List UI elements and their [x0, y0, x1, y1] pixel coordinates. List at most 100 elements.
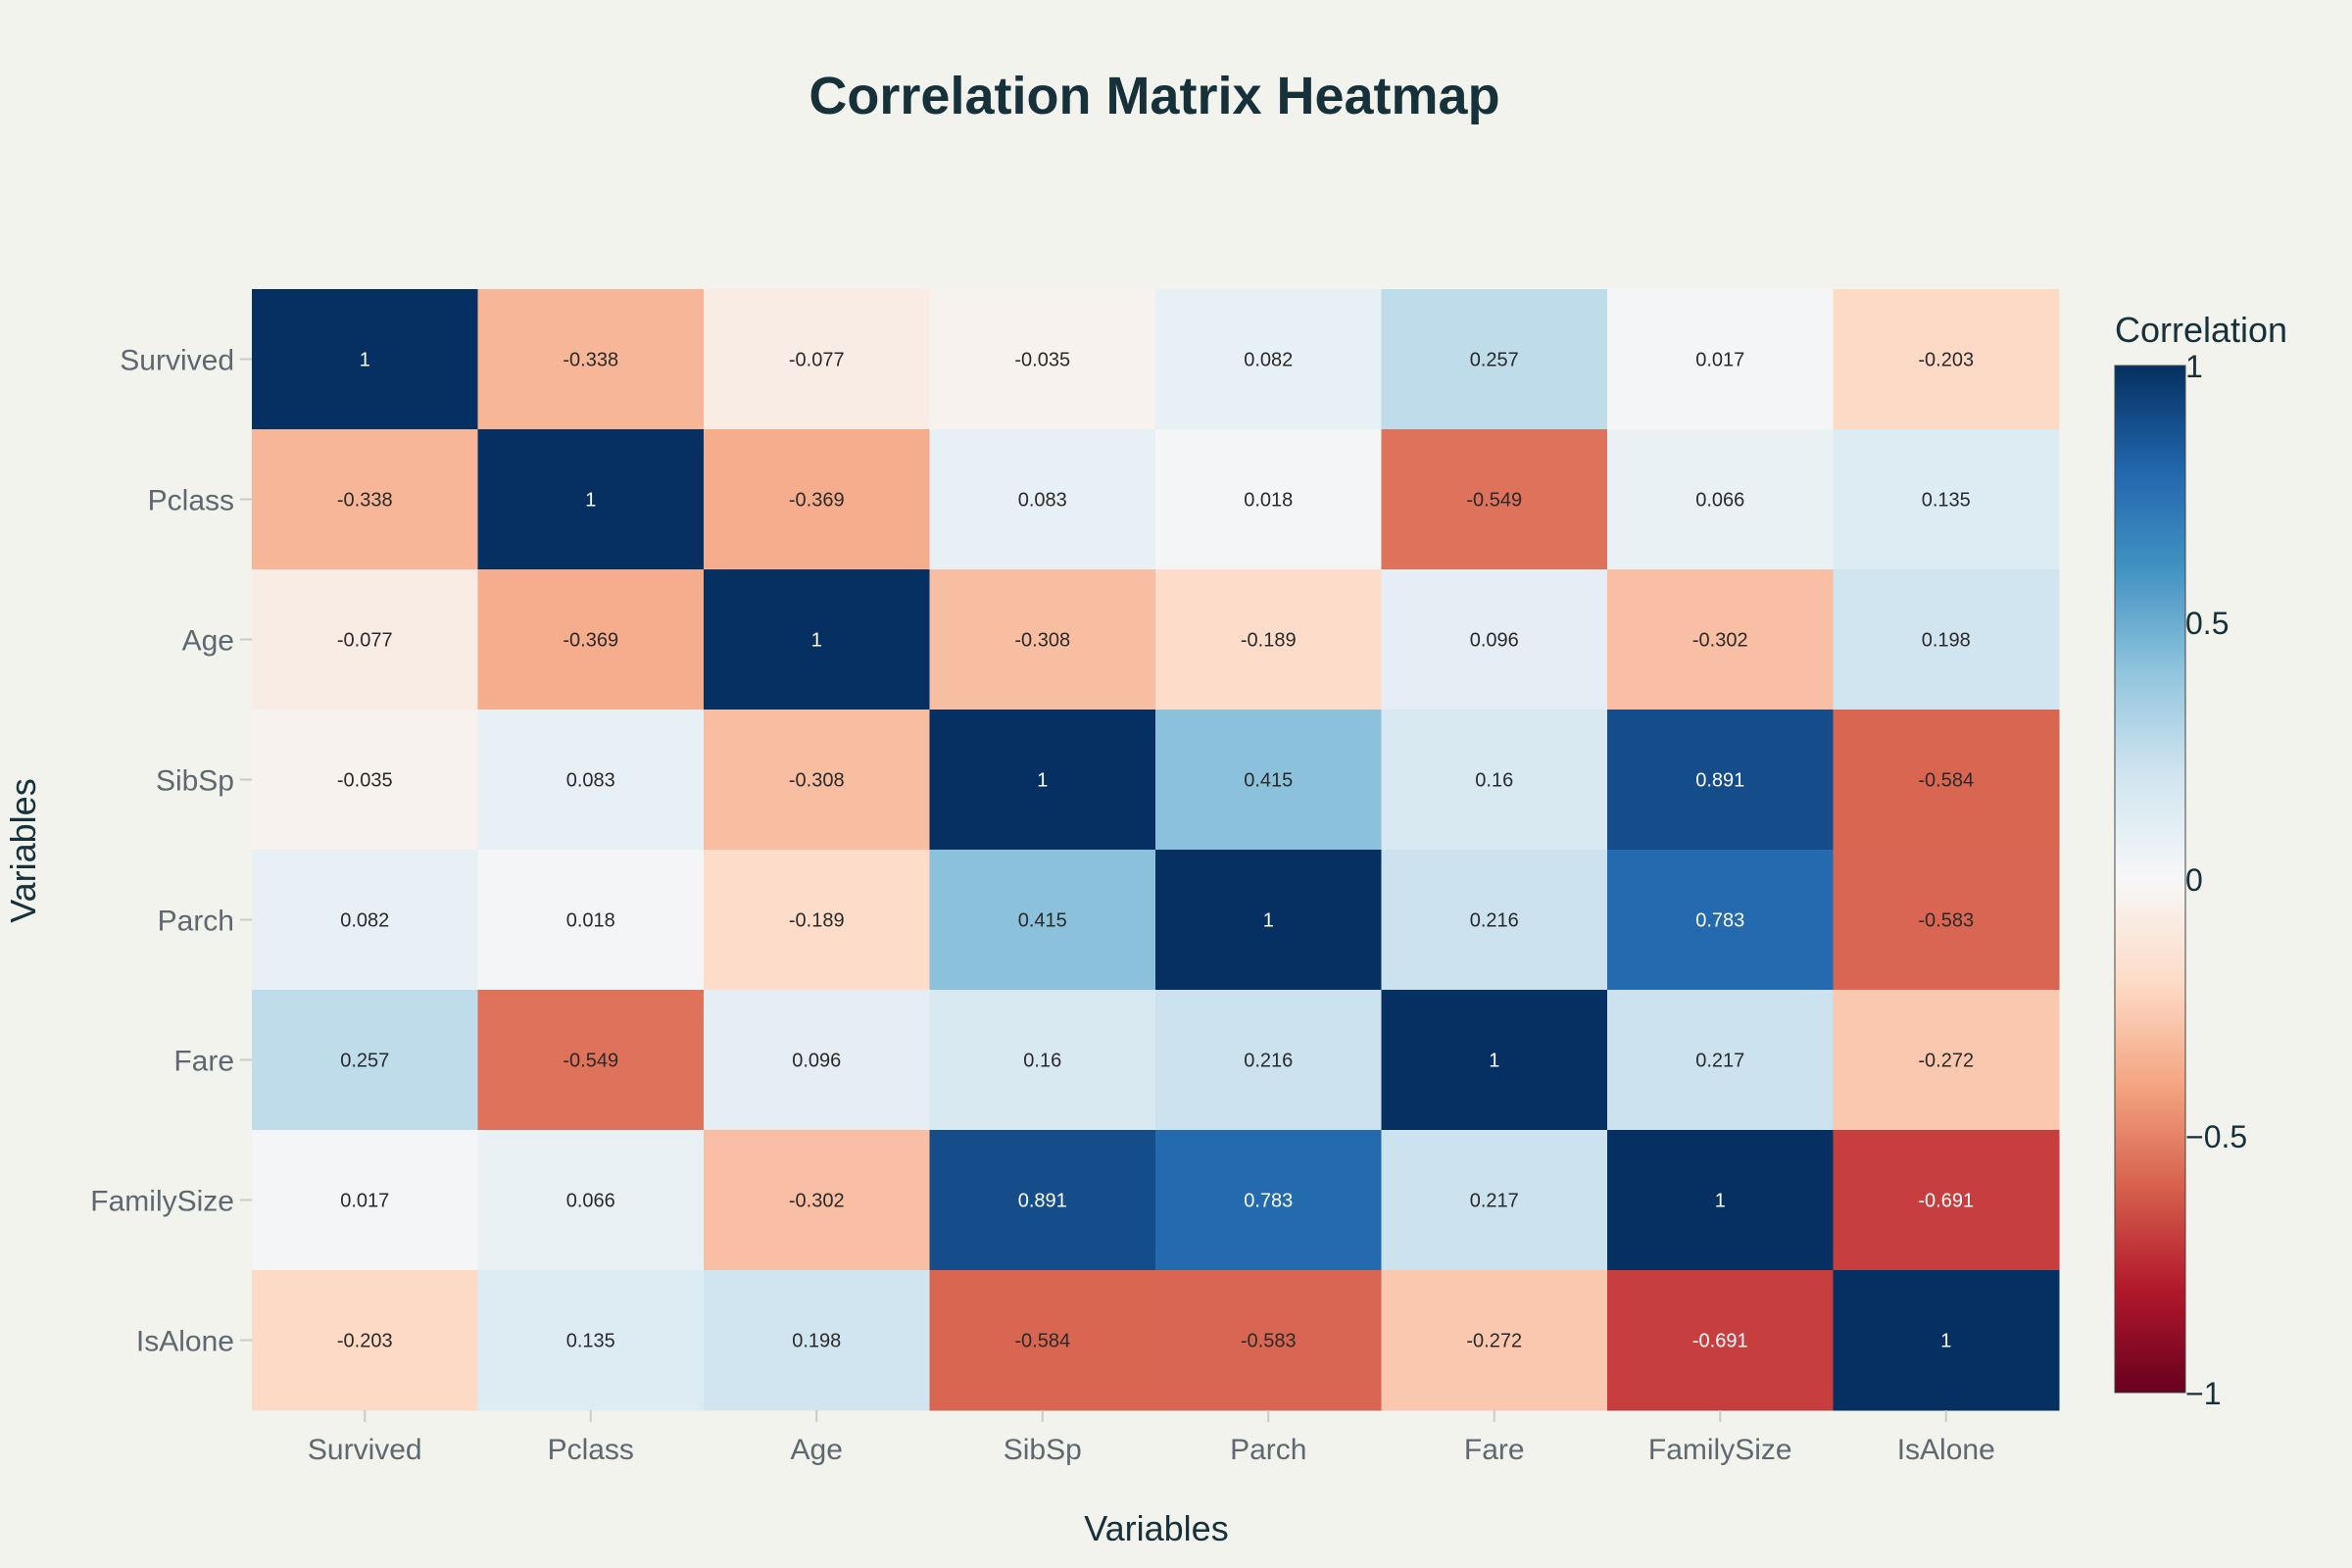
heatmap-cell [1833, 429, 2060, 570]
heatmap-value-label: 1 [585, 490, 596, 512]
heatmap-value-label: -0.077 [789, 350, 845, 371]
heatmap-cell [1381, 850, 1608, 991]
heatmap-cell [252, 1270, 478, 1411]
heatmap-value-label: 0.135 [1922, 490, 1971, 512]
heatmap-value-label: 0.083 [566, 770, 615, 792]
heatmap-value-label: -0.272 [1918, 1051, 1974, 1072]
colorbar-tick-label: −1 [2185, 1376, 2221, 1411]
heatmap-value-label: 0.066 [566, 1191, 615, 1212]
colorbar-gradient [2114, 365, 2186, 1394]
heatmap-value-label: 0.216 [1470, 910, 1519, 932]
heatmap-cell [477, 1270, 705, 1411]
heatmap-value-label: 1 [811, 630, 822, 652]
heatmap-cell [1381, 990, 1608, 1131]
x-tick-label: Age [791, 1434, 843, 1466]
heatmap-value-label: 0.783 [1695, 910, 1744, 932]
y-tick-label: FamilySize [90, 1186, 234, 1218]
heatmap-cell [252, 429, 478, 570]
heatmap-cell [1833, 850, 2060, 991]
heatmap-cell [1381, 429, 1608, 570]
heatmap-cell [477, 850, 705, 991]
heatmap-cell [252, 569, 478, 710]
heatmap-value-label: 0.082 [340, 910, 389, 932]
heatmap-value-label: 0.096 [792, 1051, 841, 1072]
heatmap-cell [252, 1130, 478, 1271]
heatmap-cell [1607, 850, 1834, 991]
x-tick-label: Fare [1464, 1434, 1525, 1466]
x-tick-label: Survived [308, 1434, 422, 1466]
heatmap-cell [1833, 990, 2060, 1131]
x-tick-label: IsAlone [1897, 1434, 1995, 1466]
colorbar-title: Correlation [2115, 310, 2287, 350]
heatmap-value-label: -0.035 [1014, 350, 1070, 371]
x-tick-label: Pclass [548, 1434, 634, 1466]
heatmap-cell [477, 569, 705, 710]
heatmap-cell [252, 710, 478, 851]
heatmap-cell [1833, 289, 2060, 430]
heatmap-cell [1607, 289, 1834, 430]
y-tick-label: Age [182, 625, 234, 658]
colorbar-tick-label: 0 [2185, 862, 2203, 898]
heatmap-value-label: 0.217 [1470, 1191, 1519, 1212]
heatmap-cell [1607, 429, 1834, 570]
heatmap-cell [1607, 1130, 1834, 1271]
heatmap-cell [929, 1130, 1156, 1271]
colorbar-tick-label: 1 [2185, 349, 2203, 384]
heatmap-cell [929, 289, 1156, 430]
heatmap-value-label: -0.302 [789, 1191, 845, 1212]
x-axis-title: Variables [1084, 1508, 1228, 1548]
heatmap-value-label: -0.338 [337, 490, 393, 512]
heatmap-cell [1833, 710, 2060, 851]
heatmap-cell [704, 990, 930, 1131]
heatmap-value-label: -0.583 [1241, 1331, 1297, 1352]
y-tick-label: Pclass [148, 485, 234, 517]
heatmap-value-label: -0.035 [337, 770, 393, 792]
x-tick-label: Parch [1230, 1434, 1306, 1466]
y-tick-label: Parch [158, 906, 234, 938]
heatmap-value-label: 0.083 [1018, 490, 1067, 512]
heatmap-value-label: 0.096 [1470, 630, 1519, 652]
heatmap-value-label: -0.338 [563, 350, 618, 371]
heatmap-cell [1381, 710, 1608, 851]
heatmap-value-label: -0.691 [1692, 1331, 1748, 1352]
heatmap-value-labels: 1 -0.338 -0.077 -0.035 0.082 0.257 0.017 -0.203… [337, 350, 1974, 1352]
heatmap-cell [1155, 1130, 1382, 1271]
x-axis-ticks: Survived Pclass Age SibSp Parch Fare FamilySiz… [308, 1410, 1995, 1466]
heatmap-value-label: 0.783 [1244, 1191, 1293, 1212]
heatmap-cell [1381, 289, 1608, 430]
heatmap-value-label: -0.272 [1466, 1331, 1522, 1352]
heatmap-cell [1381, 1270, 1608, 1411]
heatmap-value-label: 0.082 [1244, 350, 1293, 371]
heatmap-cell [704, 710, 930, 851]
heatmap-value-label: 0.257 [1470, 350, 1519, 371]
heatmap-value-label: 1 [1489, 1051, 1499, 1072]
x-tick-label: SibSp [1004, 1434, 1082, 1466]
y-tick-label: Fare [173, 1046, 234, 1078]
heatmap-value-label: 0.217 [1695, 1051, 1744, 1072]
heatmap-cell [1155, 289, 1382, 430]
heatmap-cell [1607, 990, 1834, 1131]
heatmap-value-label: -0.203 [1918, 350, 1974, 371]
heatmap-value-label: 0.018 [1244, 490, 1293, 512]
heatmap-value-label: -0.369 [789, 490, 845, 512]
heatmap-cell [929, 429, 1156, 570]
heatmap-cell [1155, 710, 1382, 851]
heatmap-value-label: 0.16 [1475, 770, 1513, 792]
heatmap-value-label: 1 [360, 350, 370, 371]
heatmap-cell [477, 990, 705, 1131]
heatmap-cell [1155, 990, 1382, 1131]
heatmap-cell [1607, 569, 1834, 710]
heatmap-cell [704, 1130, 930, 1271]
heatmap-cell [704, 1270, 930, 1411]
heatmap-cell [1155, 569, 1382, 710]
y-axis-ticks: Survived Pclass Age SibSp Parch Fare FamilySiz… [90, 345, 252, 1358]
heatmap-cell [1833, 1270, 2060, 1411]
heatmap-cell [1607, 710, 1834, 851]
heatmap-value-label: -0.308 [789, 770, 845, 792]
heatmap-value-label: -0.369 [563, 630, 618, 652]
heatmap-value-label: -0.077 [337, 630, 393, 652]
heatmap-value-label: -0.583 [1918, 910, 1974, 932]
heatmap-value-label: -0.308 [1014, 630, 1070, 652]
heatmap-value-label: 0.135 [566, 1331, 615, 1352]
heatmap-cell [929, 569, 1156, 710]
